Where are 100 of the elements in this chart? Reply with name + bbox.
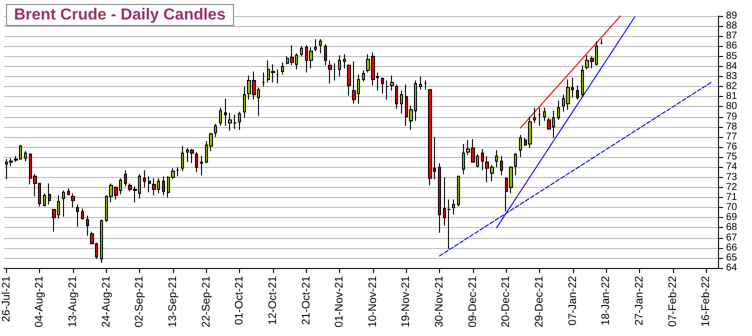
x-tick-label: 12-Oct-21 bbox=[266, 276, 279, 325]
candlestick bbox=[281, 62, 284, 75]
candlestick bbox=[395, 84, 398, 110]
candlestick bbox=[362, 70, 365, 82]
x-tick-label: 16-Feb-22 bbox=[700, 276, 712, 327]
x-tick-label: 27-Jan-22 bbox=[633, 276, 646, 326]
y-tick-label: 84 bbox=[726, 60, 738, 72]
candlestick bbox=[76, 204, 79, 228]
candlestick bbox=[214, 123, 217, 138]
candlestick bbox=[62, 190, 65, 218]
y-tick-label: 77 bbox=[726, 131, 738, 142]
candlestick bbox=[538, 107, 541, 126]
candlestick bbox=[100, 219, 103, 264]
y-tick-label: 79 bbox=[726, 111, 738, 122]
candlestick bbox=[481, 148, 484, 171]
y-tick-label: 64 bbox=[726, 262, 738, 274]
y-tick-label: 87 bbox=[726, 30, 738, 42]
candlestick bbox=[124, 170, 127, 187]
candlestick bbox=[328, 60, 332, 84]
candlestick bbox=[290, 44, 294, 66]
candlestick bbox=[428, 89, 432, 186]
y-tick-label: 78 bbox=[726, 121, 738, 132]
candlestick bbox=[309, 46, 313, 69]
x-tick-label: 13-Aug-21 bbox=[67, 276, 80, 328]
candlestick bbox=[424, 80, 427, 90]
candlestick bbox=[162, 176, 165, 196]
y-tick-label: 83 bbox=[726, 70, 738, 82]
candlestick bbox=[81, 208, 84, 220]
x-tick-label: 10-Nov-21 bbox=[366, 276, 379, 328]
candlestick bbox=[419, 76, 422, 90]
candlestick bbox=[219, 107, 222, 126]
x-tick-label: 02-Sep-21 bbox=[134, 276, 146, 328]
candlestick bbox=[386, 80, 389, 100]
y-tick-label: 76 bbox=[726, 142, 738, 153]
x-tick-label: 07-Feb-22 bbox=[666, 276, 679, 327]
candlestick bbox=[148, 176, 151, 193]
candlestick bbox=[581, 64, 584, 98]
y-tick-label: 73 bbox=[726, 172, 738, 183]
x-tick-label: 21-Oct-21 bbox=[300, 276, 312, 325]
x-tick-label: 30-Nov-21 bbox=[434, 276, 446, 328]
y-tick-label: 75 bbox=[726, 152, 738, 163]
candlestick bbox=[528, 116, 532, 149]
y-tick-label: 71 bbox=[726, 192, 738, 203]
x-tick-label: 13-Sep-21 bbox=[166, 276, 179, 328]
x-tick-label: 22-Sep-21 bbox=[200, 276, 212, 328]
candlestick bbox=[271, 64, 275, 84]
candlestick bbox=[557, 100, 560, 120]
x-tick-label: 09-Dec-21 bbox=[466, 276, 479, 328]
candlestick bbox=[143, 170, 146, 188]
y-tick-label: 80 bbox=[726, 101, 738, 112]
candlestick bbox=[243, 86, 246, 118]
candlestick bbox=[381, 76, 384, 94]
y-tick-label: 66 bbox=[726, 242, 738, 254]
x-tick-label: 20-Dec-21 bbox=[500, 276, 512, 328]
y-tick-label: 68 bbox=[726, 222, 738, 234]
y-tick-label: 74 bbox=[726, 162, 738, 173]
x-tick-label: 24-Aug-21 bbox=[100, 276, 112, 328]
candlestick bbox=[238, 111, 241, 130]
x-tick-label: 26-Jul-21 bbox=[0, 276, 12, 322]
y-tick-label: 81 bbox=[726, 91, 738, 102]
candlestick bbox=[495, 150, 498, 168]
candlestick bbox=[48, 182, 51, 205]
candlestick bbox=[152, 178, 156, 196]
x-tick-label: 04-Aug-21 bbox=[34, 276, 46, 328]
x-tick-label: 07-Jan-22 bbox=[566, 276, 579, 326]
candlestick bbox=[319, 38, 322, 54]
candlestick bbox=[314, 38, 317, 52]
y-tick-label: 88 bbox=[726, 20, 738, 32]
y-tick-label: 67 bbox=[726, 232, 738, 244]
candlestick bbox=[347, 64, 351, 96]
y-tick-label: 65 bbox=[726, 252, 738, 264]
candlestick bbox=[462, 144, 465, 175]
candlestick bbox=[390, 74, 394, 92]
y-tick-label: 85 bbox=[726, 50, 738, 62]
candlestick bbox=[224, 98, 227, 126]
candlestick bbox=[71, 192, 75, 208]
candlestick bbox=[438, 162, 441, 234]
y-tick-label: 70 bbox=[726, 202, 738, 214]
candlestick bbox=[600, 38, 603, 45]
y-tick-label: 69 bbox=[726, 212, 738, 224]
x-tick-label: 01-Oct-21 bbox=[234, 276, 246, 325]
candlestick bbox=[452, 198, 455, 216]
candlestick bbox=[500, 156, 503, 176]
candlestick bbox=[576, 85, 579, 100]
candlestick bbox=[276, 68, 279, 84]
y-tick-label: 89 bbox=[726, 10, 738, 22]
candlestick bbox=[300, 46, 303, 57]
candlestick bbox=[24, 150, 27, 162]
candlestick bbox=[514, 152, 517, 176]
y-tick-label: 86 bbox=[726, 40, 738, 52]
candlestick bbox=[343, 54, 346, 69]
candlestick bbox=[338, 54, 341, 77]
candlestick bbox=[324, 44, 327, 66]
candlestick bbox=[181, 146, 184, 172]
candlestick bbox=[352, 60, 356, 104]
x-tick-label: 01-Nov-21 bbox=[334, 276, 346, 328]
x-tick-label: 19-Nov-21 bbox=[400, 276, 412, 328]
candlestick bbox=[533, 107, 536, 124]
candlestick bbox=[190, 148, 194, 164]
candlestick bbox=[200, 156, 203, 176]
